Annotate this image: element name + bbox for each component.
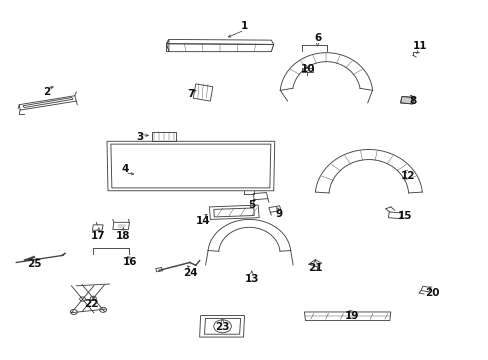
Text: 19: 19 bbox=[344, 311, 358, 321]
Text: 18: 18 bbox=[115, 231, 130, 240]
Text: 7: 7 bbox=[187, 89, 194, 99]
Polygon shape bbox=[400, 96, 413, 104]
Text: 15: 15 bbox=[397, 211, 412, 221]
Text: 20: 20 bbox=[424, 288, 439, 298]
Text: 12: 12 bbox=[400, 171, 414, 181]
Text: 9: 9 bbox=[275, 209, 282, 219]
Text: 22: 22 bbox=[83, 299, 98, 309]
Text: 13: 13 bbox=[244, 274, 259, 284]
Text: 6: 6 bbox=[313, 33, 321, 43]
Text: 14: 14 bbox=[195, 216, 210, 226]
Text: 11: 11 bbox=[412, 41, 427, 50]
Text: 5: 5 bbox=[248, 200, 255, 210]
Text: 25: 25 bbox=[27, 259, 42, 269]
Text: 2: 2 bbox=[43, 87, 51, 97]
Text: 3: 3 bbox=[136, 132, 143, 142]
Text: 24: 24 bbox=[183, 268, 198, 278]
Text: 10: 10 bbox=[300, 64, 314, 74]
Text: 4: 4 bbox=[121, 164, 128, 174]
Text: 8: 8 bbox=[408, 96, 415, 106]
Text: 16: 16 bbox=[122, 257, 137, 267]
Text: 21: 21 bbox=[307, 263, 322, 273]
Text: 17: 17 bbox=[91, 231, 105, 240]
Text: 1: 1 bbox=[241, 21, 247, 31]
Text: 23: 23 bbox=[215, 322, 229, 332]
